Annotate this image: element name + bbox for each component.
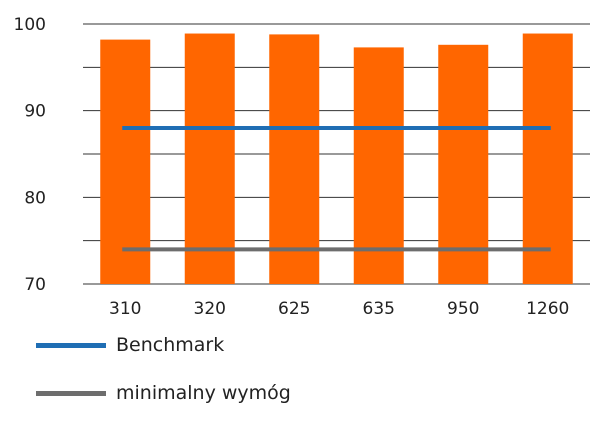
- bar: [522, 33, 573, 285]
- x-axis-ticks: 310 320 625 635 950 1260: [109, 299, 569, 319]
- legend-label-minimum: minimalny wymóg: [116, 382, 291, 404]
- legend-swatch-benchmark: [36, 342, 106, 348]
- legend-label-benchmark: Benchmark: [116, 334, 225, 356]
- y-tick-label: 90: [24, 102, 46, 122]
- bar-chart: 70 80 90 100 310 320 625 635 950 1260: [14, 15, 590, 319]
- bar: [353, 47, 404, 285]
- x-tick-label: 950: [447, 299, 479, 319]
- y-axis-ticks: 70 80 90 100: [14, 15, 46, 295]
- bar: [438, 44, 489, 284]
- legend-item-minimum: minimalny wymóg: [36, 380, 291, 406]
- y-tick-label: 100: [14, 15, 46, 35]
- bar: [100, 39, 151, 284]
- legend-swatch-minimum: [36, 390, 106, 396]
- x-tick-label: 320: [194, 299, 226, 319]
- bar: [184, 33, 235, 285]
- bars: [100, 33, 573, 285]
- y-tick-label: 80: [24, 188, 46, 208]
- x-tick-label: 310: [109, 299, 141, 319]
- reference-lines: [122, 126, 551, 252]
- gridlines: [83, 23, 590, 285]
- x-tick-label: 625: [278, 299, 310, 319]
- bar: [269, 34, 320, 285]
- y-tick-label: 70: [24, 275, 46, 295]
- legend: Benchmark minimalny wymóg: [36, 332, 291, 428]
- x-tick-label: 1260: [526, 299, 569, 319]
- x-tick-label: 635: [363, 299, 395, 319]
- legend-item-benchmark: Benchmark: [36, 332, 291, 358]
